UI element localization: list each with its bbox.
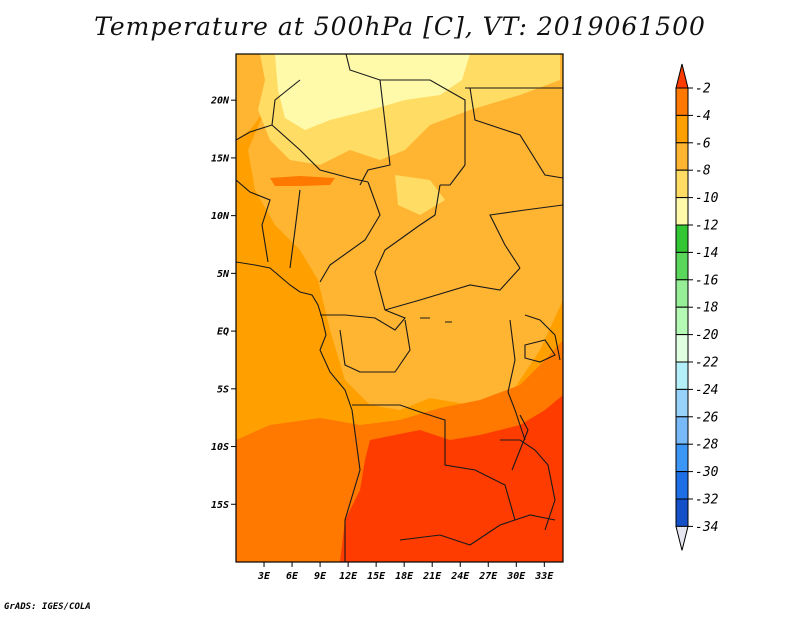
border-nigeria-cameroon: [319, 181, 381, 283]
colorbar-box: [675, 224, 689, 253]
temperature-field: [236, 54, 563, 562]
colorbar-box: [675, 471, 689, 500]
grads-credit: GrADS: IGES/COLA: [4, 602, 91, 612]
colorbar-label: -24: [695, 383, 718, 398]
border-uganda-kenya: [524, 314, 561, 361]
border-niger-chad: [359, 79, 391, 186]
colorbar-label: -14: [695, 246, 718, 261]
border-angola-zambia: [352, 404, 516, 521]
colorbar-box: [675, 498, 689, 527]
border-gabon-congo: [320, 309, 406, 331]
lon-tick-label: 3E: [257, 571, 271, 582]
lat-tick-label: 20N: [210, 96, 230, 107]
colorbar-label: -18: [695, 301, 719, 316]
lon-tick-label: 27E: [478, 571, 498, 582]
border-car-drc: [384, 267, 521, 311]
lat-tick-label: 10N: [211, 211, 230, 222]
colorbar-label: -12: [695, 219, 719, 234]
field-patch-minus8-minus10: [395, 175, 445, 215]
lon-tick-label: 30E: [506, 571, 526, 582]
lon-tick-label: 15E: [367, 571, 386, 582]
lon-tick-label: 24E: [450, 571, 470, 582]
border-red-sea: [469, 87, 563, 179]
border-congo-drc: [339, 319, 411, 373]
colorbar-box: [675, 279, 689, 308]
colorbar-box: [675, 142, 689, 171]
map-frame: [235, 53, 564, 563]
lat-tick-label: 5N: [217, 269, 230, 280]
colorbar-label: -34: [695, 520, 718, 535]
colorbar-box: [675, 251, 689, 281]
border-libya-niger-chad: [345, 54, 466, 165]
colorbar-label: -6: [695, 136, 711, 151]
border-drc-east: [507, 319, 526, 441]
colorbar-box: [675, 388, 689, 418]
colorbar-bottom-triangle: [675, 525, 689, 551]
colorbar-label: -2: [695, 82, 711, 97]
border-sudan-chad: [440, 164, 466, 186]
colorbar-box: [675, 87, 689, 116]
latitude-axis: 20N 15N 10N 5N EQ 5S 10S 15S: [210, 96, 236, 511]
lat-tick-label: 10S: [211, 442, 229, 453]
border-zambia-south: [399, 514, 556, 546]
field-band-above-minus2: [340, 395, 563, 562]
colorbar-box: [675, 361, 689, 390]
colorbar-label: -8: [695, 164, 711, 179]
colorbar-label: -22: [695, 356, 719, 371]
border-westafrica: [236, 179, 271, 263]
colorbar-box: [675, 334, 689, 363]
field-patch-warm-sahel: [270, 176, 335, 186]
colorbar-box: [675, 306, 689, 336]
lon-tick-label: 6E: [286, 571, 299, 582]
colorbar-box: [675, 114, 689, 144]
lon-tick-label: 18E: [395, 571, 414, 582]
colorbar-label: -10: [695, 191, 719, 206]
country-borders: [236, 54, 563, 562]
lon-tick-label: 12E: [339, 571, 358, 582]
river-segments: [420, 317, 452, 323]
coastline-west: [236, 261, 353, 411]
lon-tick-label: 9E: [314, 571, 327, 582]
colorbar-label: -30: [695, 465, 719, 480]
colorbar-label: -16: [695, 273, 719, 288]
longitude-axis: 3E 6E 9E 12E 15E 18E 21E 24E 27E 30E 33E: [257, 562, 554, 582]
border-benin: [289, 189, 301, 269]
colorbar-label: -20: [695, 328, 719, 343]
border-angola-namibia: [344, 409, 361, 562]
colorbar-label: -28: [695, 438, 719, 453]
field-band-minus10-minus12: [275, 54, 470, 130]
colorbar-label: -26: [695, 410, 719, 425]
border-chad-car: [374, 184, 441, 311]
colorbar: -2 -4 -6 -8 -10 -12 -14 -16 -18 -20 -22 -24 -26 -28 -3…: [675, 63, 719, 551]
colorbar-label: -32: [695, 493, 719, 508]
colorbar-box: [675, 443, 689, 473]
lat-tick-label: EQ: [217, 327, 229, 338]
colorbar-box: [675, 197, 689, 226]
lake-victoria: [524, 339, 556, 363]
border-niger-south: [271, 124, 369, 183]
colorbar-box: [675, 416, 689, 445]
lon-tick-label: 21E: [422, 571, 442, 582]
lat-tick-label: 15S: [211, 500, 229, 511]
lat-tick-label: 5S: [217, 384, 229, 395]
lake-tanganyika: [511, 414, 529, 471]
lat-tick-label: 15N: [211, 153, 230, 164]
border-malawi-moz: [500, 439, 556, 531]
border-sudan-ssudan: [489, 204, 563, 269]
lon-tick-label: 33E: [534, 571, 554, 582]
colorbar-top-triangle: [675, 63, 689, 89]
colorbar-label: -4: [695, 109, 711, 124]
colorbar-box: [675, 169, 689, 199]
plot-title: Temperature at 500hPa [C], VT: 201906150…: [94, 12, 706, 41]
